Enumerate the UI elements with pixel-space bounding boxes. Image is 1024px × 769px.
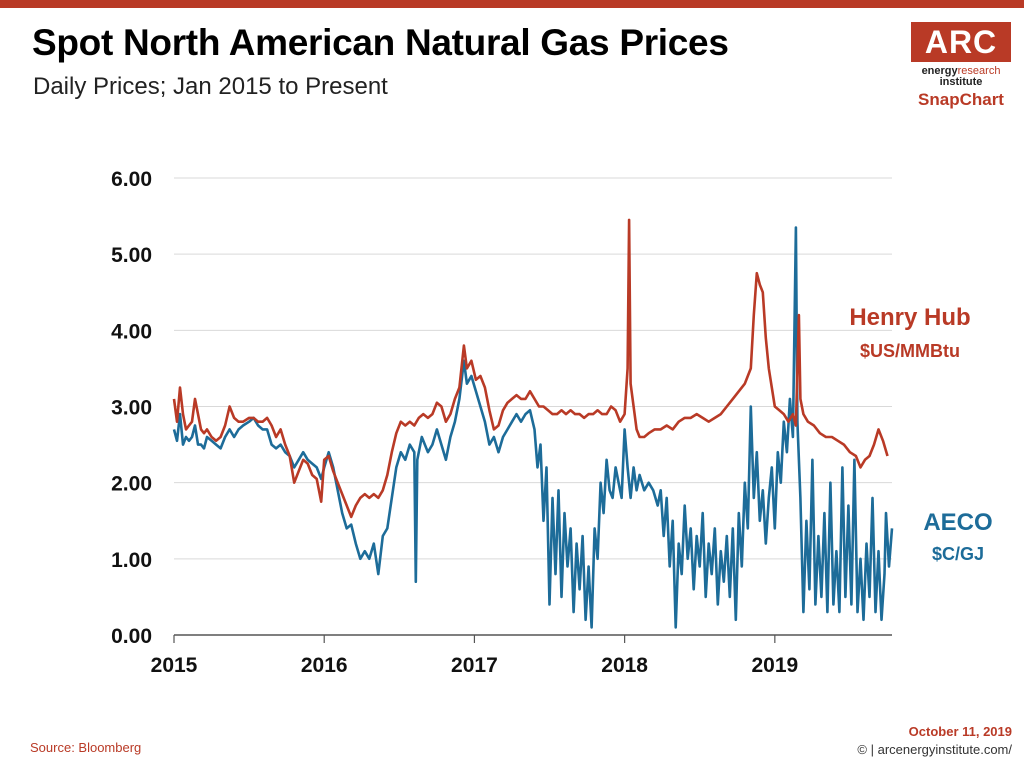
y-tick-label: 1.00 — [111, 549, 152, 572]
x-tick-label: 2016 — [301, 654, 348, 677]
source-note: Source: Bloomberg — [30, 740, 142, 755]
y-tick-label: 5.00 — [111, 244, 152, 267]
aeco-unit-label: $C/GJ — [932, 544, 984, 564]
y-tick-label: 6.00 — [111, 168, 152, 191]
x-tick-label: 2015 — [151, 654, 198, 677]
x-tick-label: 2019 — [751, 654, 798, 677]
publish-date: October 11, 2019 — [908, 724, 1012, 739]
y-tick-label: 2.00 — [111, 473, 152, 496]
x-tick-label: 2017 — [451, 654, 498, 677]
aeco-label: AECO — [923, 509, 992, 536]
logo-tagline: SnapChart — [918, 90, 1004, 109]
logo-mark: ARC — [911, 22, 1011, 62]
y-tick-label: 0.00 — [111, 625, 152, 648]
series-lines — [172, 218, 894, 629]
aeco-line — [172, 226, 894, 629]
henry-hub-unit-label: $US/MMBtu — [860, 341, 960, 361]
y-tick-label: 3.00 — [111, 397, 152, 420]
page-subtitle: Daily Prices; Jan 2015 to Present — [33, 73, 388, 100]
logo-energy: energy — [921, 65, 958, 77]
henry-hub-label: Henry Hub — [849, 304, 970, 331]
copyright-link[interactable]: © | arcenergyinstitute.com/ — [857, 742, 1012, 757]
logo-institute: institute — [939, 76, 983, 88]
logo-line1: energyresearch — [911, 66, 1011, 77]
y-axis-ticks: 0.00 1.00 2.00 3.00 4.00 5.00 6.00 — [111, 168, 152, 648]
arc-logo: ARC energyresearch institute SnapChart — [911, 22, 1011, 110]
logo-research: research — [957, 65, 1001, 77]
x-tick-label: 2018 — [601, 654, 648, 677]
x-axis-ticks: 2015 2016 2017 2018 2019 — [151, 635, 798, 677]
y-tick-label: 4.00 — [111, 320, 152, 343]
page-title: Spot North American Natural Gas Prices — [32, 22, 729, 63]
henry-hub-line — [172, 218, 889, 519]
gridlines — [174, 177, 892, 636]
top-accent-bar — [0, 0, 1024, 8]
